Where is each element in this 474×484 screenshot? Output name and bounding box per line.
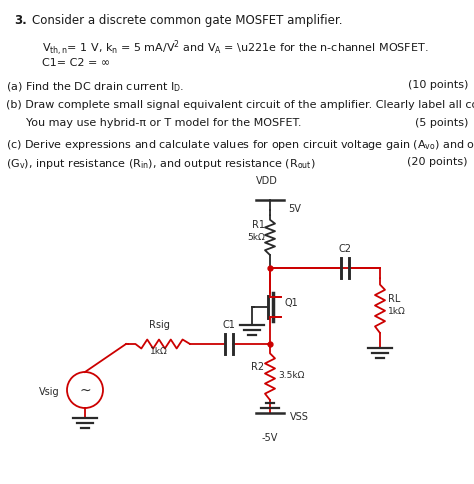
Text: RL: RL: [388, 294, 401, 304]
Text: VSS: VSS: [290, 412, 309, 422]
Text: 1kΩ: 1kΩ: [388, 307, 406, 316]
Text: ~: ~: [79, 384, 91, 398]
Text: Rsig: Rsig: [148, 320, 169, 330]
Text: Vsig: Vsig: [39, 387, 60, 397]
Text: R2: R2: [251, 363, 264, 373]
Text: Q1: Q1: [285, 298, 299, 308]
Text: (c) Derive expressions and calculate values for open circuit voltage gain (A$_{\: (c) Derive expressions and calculate val…: [6, 138, 474, 152]
Text: (b) Draw complete small signal equivalent circuit of the amplifier. Clearly labe: (b) Draw complete small signal equivalen…: [6, 100, 474, 110]
Text: 1kΩ: 1kΩ: [150, 347, 168, 356]
Text: (5 points): (5 points): [415, 118, 468, 128]
Text: C1: C1: [223, 320, 236, 330]
Text: V$_{\mathregular{th,n}}$= 1 V, k$_{\mathregular{n}}$ = 5 mA/V$^{\mathregular{2}}: V$_{\mathregular{th,n}}$= 1 V, k$_{\math…: [42, 38, 428, 58]
Text: (a) Find the DC drain current I$_{\mathregular{D}}$.: (a) Find the DC drain current I$_{\mathr…: [6, 80, 184, 93]
Text: C2: C2: [338, 244, 352, 254]
Text: 5kΩ: 5kΩ: [247, 233, 265, 242]
Text: VDD: VDD: [256, 176, 278, 186]
Text: Consider a discrete common gate MOSFET amplifier.: Consider a discrete common gate MOSFET a…: [32, 14, 343, 27]
Text: (10 points): (10 points): [408, 80, 468, 90]
Text: 3.5kΩ: 3.5kΩ: [278, 371, 304, 380]
Text: 5V: 5V: [288, 204, 301, 214]
Text: -5V: -5V: [262, 433, 278, 443]
Text: 3.: 3.: [14, 14, 27, 27]
Text: R1: R1: [252, 220, 265, 229]
Text: You may use hybrid-π or T model for the MOSFET.: You may use hybrid-π or T model for the …: [26, 118, 301, 128]
Text: (G$_{\mathregular{v}}$), input resistance (R$_{\mathregular{in}}$), and output r: (G$_{\mathregular{v}}$), input resistanc…: [6, 157, 316, 171]
Text: C1= C2 = ∞: C1= C2 = ∞: [42, 58, 110, 68]
Text: (20 points): (20 points): [408, 157, 468, 167]
